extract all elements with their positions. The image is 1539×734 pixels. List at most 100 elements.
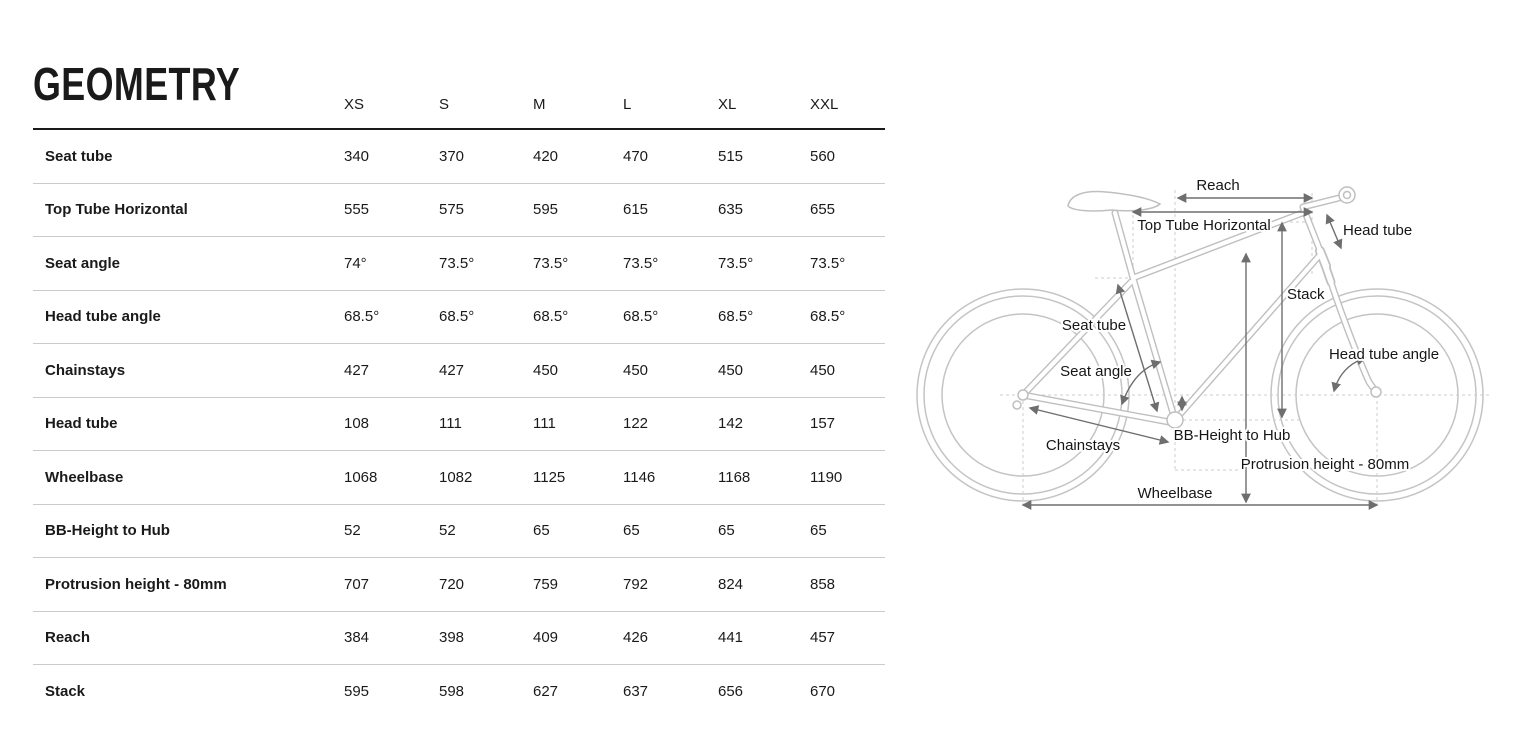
value-cell: 656: [718, 683, 744, 701]
value-cell: 426: [623, 629, 649, 647]
value-cell: 575: [439, 201, 465, 219]
value-cell: 759: [533, 575, 559, 593]
row-label: Seat angle: [45, 254, 121, 272]
table-row-head-tube: Head tube 108 111 111 122 142 157: [33, 398, 885, 451]
row-label: Top Tube Horizontal: [45, 201, 188, 219]
value-cell: 427: [344, 361, 370, 379]
row-label: Wheelbase: [45, 468, 124, 486]
value-cell: 340: [344, 147, 370, 165]
value-cell: 515: [718, 147, 744, 165]
value-cell: 73.5°: [533, 254, 569, 272]
row-label: Seat tube: [45, 147, 113, 165]
stack-label: Stack: [1287, 286, 1325, 303]
dimension-arrows: [1021, 193, 1379, 510]
value-cell: 65: [533, 522, 550, 540]
value-cell: 409: [533, 629, 559, 647]
value-cell: 858: [810, 575, 836, 593]
value-cell: 73.5°: [439, 254, 475, 272]
value-cell: 157: [810, 415, 836, 433]
value-cell: 74°: [344, 254, 367, 272]
value-cell: 73.5°: [718, 254, 754, 272]
value-cell: 637: [623, 683, 649, 701]
front-hub-icon: [1370, 386, 1382, 398]
table-row-seat-angle: Seat angle 74° 73.5° 73.5° 73.5° 73.5° 7…: [33, 237, 885, 291]
row-label: BB-Height to Hub: [45, 522, 170, 540]
value-cell: 450: [718, 361, 744, 379]
value-cell: 470: [623, 147, 649, 165]
value-cell: 122: [623, 415, 649, 433]
value-cell: 427: [439, 361, 465, 379]
value-cell: 68.5°: [810, 308, 846, 326]
value-cell: 420: [533, 147, 559, 165]
value-cell: 52: [439, 522, 456, 540]
bb-height-label: BB-Height to Hub: [1174, 427, 1291, 444]
bike-geometry-diagram: Reach Top Tube Horizontal Head tube Stac…: [916, 175, 1490, 510]
row-label: Chainstays: [45, 361, 126, 379]
row-label: Stack: [45, 683, 86, 701]
row-label: Head tube angle: [45, 308, 161, 326]
chainstays-label: Chainstays: [1046, 437, 1120, 454]
protrusion-label: Protrusion height - 80mm: [1241, 456, 1409, 473]
value-cell: 65: [623, 522, 640, 540]
value-cell: 450: [533, 361, 559, 379]
value-cell: 1082: [439, 468, 473, 486]
table-row-chainstays: Chainstays 427 427 450 450 450 450: [33, 344, 885, 398]
col-header-xs: XS: [344, 95, 365, 113]
col-header-s: S: [439, 95, 450, 113]
value-cell: 824: [718, 575, 744, 593]
saddle-icon: [1067, 190, 1162, 212]
col-header-xxl: XXL: [810, 95, 839, 113]
derailleur-icon: [1012, 400, 1022, 410]
value-cell: 627: [533, 683, 559, 701]
row-label: Protrusion height - 80mm: [45, 575, 227, 593]
table-header-row: XS S M L XL XXL: [33, 80, 885, 130]
rear-hub-icon: [1017, 389, 1029, 401]
value-cell: 111: [439, 415, 462, 433]
value-cell: 595: [344, 683, 370, 701]
value-cell: 560: [810, 147, 836, 165]
wheelbase-label: Wheelbase: [1137, 485, 1212, 502]
bottom-bracket-icon: [1166, 411, 1184, 429]
head-tube-label: Head tube: [1343, 222, 1412, 239]
seat-tube-label: Seat tube: [1062, 317, 1126, 334]
table-row-wheelbase: Wheelbase 1068 1082 1125 1146 1168 1190: [33, 451, 885, 505]
col-header-m: M: [533, 95, 546, 113]
seat-angle-label: Seat angle: [1060, 363, 1132, 380]
value-cell: 111: [533, 415, 556, 433]
value-cell: 108: [344, 415, 370, 433]
value-cell: 457: [810, 629, 836, 647]
value-cell: 68.5°: [533, 308, 569, 326]
value-cell: 65: [718, 522, 735, 540]
value-cell: 555: [344, 201, 370, 219]
value-cell: 384: [344, 629, 370, 647]
table-row-reach: Reach 384 398 409 426 441 457: [33, 612, 885, 665]
value-cell: 398: [439, 629, 465, 647]
table-row-head-tube-angle: Head tube angle 68.5° 68.5° 68.5° 68.5° …: [33, 291, 885, 344]
value-cell: 655: [810, 201, 836, 219]
value-cell: 792: [623, 575, 649, 593]
value-cell: 52: [344, 522, 361, 540]
value-cell: 635: [718, 201, 744, 219]
geometry-table: XS S M L XL XXL Seat tube 340 370 420 47…: [33, 80, 885, 719]
diagram-labels: Reach Top Tube Horizontal Head tube Stac…: [1044, 175, 1441, 504]
value-cell: 670: [810, 683, 836, 701]
value-cell: 720: [439, 575, 465, 593]
value-cell: 73.5°: [810, 254, 846, 272]
value-cell: 73.5°: [623, 254, 659, 272]
value-cell: 595: [533, 201, 559, 219]
value-cell: 68.5°: [718, 308, 754, 326]
value-cell: 142: [718, 415, 744, 433]
value-cell: 615: [623, 201, 649, 219]
value-cell: 68.5°: [623, 308, 659, 326]
page-title: GEOMETRY: [33, 57, 241, 110]
table-row-protrusion-height: Protrusion height - 80mm 707 720 759 792…: [33, 558, 885, 612]
value-cell: 598: [439, 683, 465, 701]
head-tube-angle-label: Head tube angle: [1329, 346, 1439, 363]
value-cell: 68.5°: [439, 308, 475, 326]
row-label: Head tube: [45, 415, 118, 433]
table-row-top-tube-horizontal: Top Tube Horizontal 555 575 595 615 635 …: [33, 184, 885, 237]
table-row-stack: Stack 595 598 627 637 656 670: [33, 665, 885, 719]
value-cell: 1068: [344, 468, 378, 486]
value-cell: 450: [810, 361, 836, 379]
top-tube-label: Top Tube Horizontal: [1137, 217, 1270, 234]
